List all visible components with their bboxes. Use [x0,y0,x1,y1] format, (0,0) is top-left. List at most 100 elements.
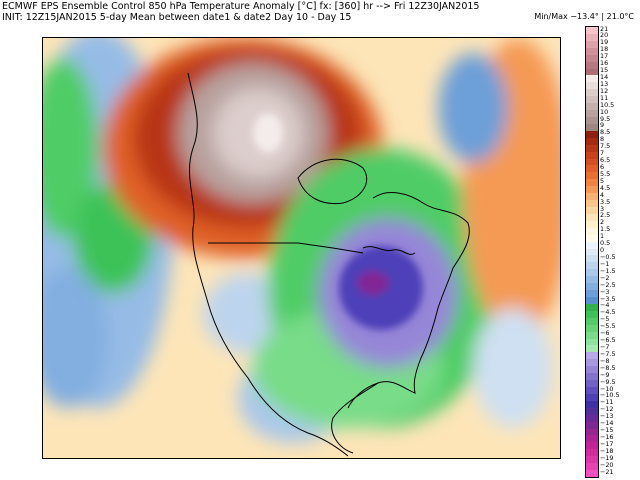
colorbar-label: 11 [600,93,609,102]
colorbar-swatch [586,262,598,270]
colorbar-swatch [586,366,598,374]
colorbar-swatch [586,68,598,76]
min-max-readout: Min/Max −13.4° | 21.0°C [534,12,634,21]
colorbar-label: 16 [600,59,609,68]
temperature-colorbar [585,26,599,478]
colorbar-label: 3 [600,204,605,213]
colorbar-label: −10 [600,384,614,393]
colorbar-label: −3 [600,287,610,296]
colorbar-swatch [586,276,598,284]
colorbar-label: 5 [600,176,605,185]
colorbar-swatch [586,103,598,111]
colorbar-swatch [586,345,598,353]
colorbar-swatch [586,165,598,173]
colorbar-label: 2 [600,218,605,227]
colorbar-label: −5.5 [600,322,616,331]
colorbar-swatch [586,290,598,298]
colorbar-swatch [586,144,598,153]
colorbar-label: 13 [600,79,609,88]
colorbar-label: 5.5 [600,169,611,178]
colorbar-swatch [586,193,598,201]
colorbar-swatch [586,47,598,56]
colorbar-swatch [586,338,598,346]
colorbar-swatch [586,456,598,464]
colorbar-label: −6 [600,329,610,338]
colorbar-label: 9 [600,121,605,130]
colorbar-swatch [586,123,598,132]
colorbar-label: −4 [600,301,610,310]
colorbar-label: −14 [600,419,614,428]
colorbar-label: −1.5 [600,266,616,275]
colorbar-swatch [586,435,598,443]
colorbar-label: −16 [600,432,614,441]
colorbar-label: −5 [600,315,610,324]
colorbar-swatch [586,303,598,312]
alaska-hot-spot [253,113,283,153]
far-west-blue [43,268,108,408]
east-cold-min [357,271,389,295]
colorbar-label: 6.5 [600,156,611,165]
colorbar-label: −7.5 [600,349,616,358]
colorbar-label: −8 [600,356,610,365]
colorbar-swatch [586,179,598,187]
colorbar-swatch [586,470,598,478]
hudson-bay [297,158,368,205]
colorbar-swatch [586,324,598,333]
colorbar-swatch [586,359,598,367]
colorbar-label: 4.5 [600,183,611,192]
colorbar-label: 17 [600,52,609,61]
colorbar-swatch [586,61,598,70]
map-title: ECMWF EPS Ensemble Control 850 hPa Tempe… [2,1,480,12]
colorbar-swatch [586,449,598,457]
colorbar-swatch [586,158,598,166]
colorbar-swatch [586,207,598,215]
colorbar-swatch [586,54,598,63]
colorbar-label: 4 [600,190,605,199]
colorbar-label: 0.5 [600,239,611,248]
colorbar-label: 9.5 [600,114,611,123]
colorbar-label: −1 [600,259,610,268]
colorbar-label: −3.5 [600,294,616,303]
colorbar-label: −9 [600,370,610,379]
colorbar-swatch [586,110,598,118]
coastline-outlines [187,72,470,457]
colorbar-label: 12 [600,86,609,95]
colorbar-swatch [586,407,598,416]
colorbar-label: 10.5 [600,100,615,109]
colorbar-label: −0.5 [600,252,616,261]
colorbar-label: 10 [600,107,609,116]
colorbar-label: 7.5 [600,142,611,151]
colorbar-label: −19 [600,453,614,462]
colorbar-swatch [586,213,598,222]
colorbar-swatch [586,421,598,430]
colorbar-swatch [586,33,598,42]
colorbar-label: 1.5 [600,225,611,234]
colorbar-label: 1 [600,232,605,241]
colorbar-swatch [586,27,598,35]
colorbar-swatch [586,310,598,319]
colorbar-label: −6.5 [600,336,616,345]
colorbar-label: 6 [600,162,605,171]
colorbar-swatch [586,380,598,388]
colorbar-label: −10.5 [600,391,620,400]
colorbar-swatch [586,442,598,450]
colorbar-label: −11 [600,398,614,407]
colorbar-label: −8.5 [600,363,616,372]
colorbar-label: −9.5 [600,377,616,386]
colorbar-label: 2.5 [600,211,611,220]
colorbar-label: 3.5 [600,197,611,206]
colorbar-label: −15 [600,426,614,435]
anomaly-map [42,37,561,459]
map-subtitle: INIT: 12Z15JAN2015 5-day Mean between da… [2,12,352,23]
colorbar-label: −20 [600,460,614,469]
colorbar-label: 21 [600,24,609,33]
colorbar-label: 7 [600,149,605,158]
colorbar-swatch [586,186,598,194]
colorbar-swatch [586,297,598,305]
colorbar-label: −12 [600,405,614,414]
colorbar-swatch [586,130,598,139]
colorbar-label: −17 [600,439,614,448]
atlantic-blue [438,53,508,163]
colorbar-swatch [586,40,598,49]
gulf-blue [473,308,553,428]
